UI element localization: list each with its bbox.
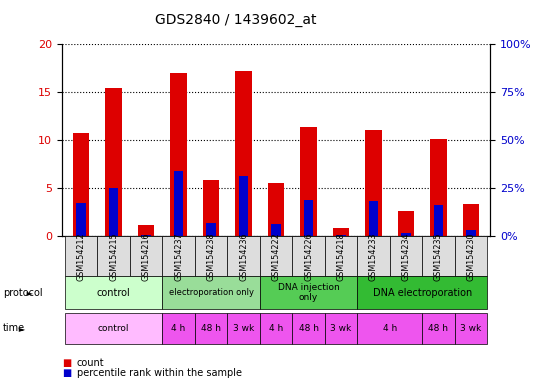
- Text: ■: ■: [62, 358, 71, 368]
- Bar: [239, 176, 248, 236]
- Bar: [170, 73, 187, 236]
- Bar: [271, 223, 281, 236]
- Bar: [369, 200, 378, 236]
- Text: GSM154212: GSM154212: [77, 232, 86, 281]
- Text: 48 h: 48 h: [428, 324, 449, 333]
- Text: GSM154234: GSM154234: [401, 232, 411, 281]
- Text: GSM154222: GSM154222: [272, 232, 280, 281]
- Text: GSM154216: GSM154216: [142, 232, 151, 281]
- Bar: [174, 171, 183, 236]
- Text: 4 h: 4 h: [383, 324, 397, 333]
- Text: GDS2840 / 1439602_at: GDS2840 / 1439602_at: [155, 13, 317, 27]
- Bar: [463, 204, 479, 236]
- Text: GSM154226: GSM154226: [304, 232, 313, 281]
- Text: count: count: [77, 358, 105, 368]
- Text: GSM154230: GSM154230: [466, 232, 475, 281]
- Text: ►: ►: [3, 290, 33, 298]
- Bar: [268, 184, 284, 236]
- Text: 3 wk: 3 wk: [330, 324, 352, 333]
- Bar: [398, 211, 414, 236]
- Bar: [430, 139, 446, 236]
- Text: time: time: [3, 323, 25, 333]
- Bar: [300, 127, 317, 236]
- Text: GSM154236: GSM154236: [239, 232, 248, 281]
- Text: ►: ►: [3, 325, 25, 334]
- Text: DNA injection
only: DNA injection only: [278, 283, 339, 303]
- Text: protocol: protocol: [3, 288, 42, 298]
- Text: GSM154233: GSM154233: [369, 232, 378, 281]
- Bar: [333, 227, 349, 236]
- Bar: [73, 134, 90, 236]
- Bar: [206, 223, 216, 236]
- Bar: [106, 88, 122, 236]
- Bar: [76, 203, 86, 236]
- Text: GSM154218: GSM154218: [337, 232, 346, 281]
- Bar: [366, 129, 382, 236]
- Bar: [304, 200, 314, 236]
- Text: GSM154215: GSM154215: [109, 232, 118, 281]
- Bar: [434, 205, 443, 236]
- Bar: [109, 188, 118, 236]
- Text: GSM154235: GSM154235: [434, 232, 443, 281]
- Text: electroporation only: electroporation only: [168, 288, 254, 297]
- Bar: [138, 225, 154, 236]
- Text: 4 h: 4 h: [269, 324, 283, 333]
- Text: 4 h: 4 h: [172, 324, 185, 333]
- Bar: [203, 180, 219, 236]
- Text: 48 h: 48 h: [201, 324, 221, 333]
- Bar: [401, 233, 411, 236]
- Text: percentile rank within the sample: percentile rank within the sample: [77, 368, 242, 378]
- Bar: [466, 230, 476, 236]
- Text: 48 h: 48 h: [299, 324, 318, 333]
- Bar: [336, 235, 346, 236]
- Bar: [141, 235, 151, 236]
- Text: control: control: [98, 324, 129, 333]
- Text: DNA electroporation: DNA electroporation: [373, 288, 472, 298]
- Bar: [235, 71, 252, 236]
- Text: 3 wk: 3 wk: [460, 324, 481, 333]
- Text: control: control: [96, 288, 130, 298]
- Text: GSM154237: GSM154237: [174, 232, 183, 281]
- Text: 3 wk: 3 wk: [233, 324, 254, 333]
- Text: GSM154238: GSM154238: [206, 232, 215, 281]
- Text: ■: ■: [62, 368, 71, 378]
